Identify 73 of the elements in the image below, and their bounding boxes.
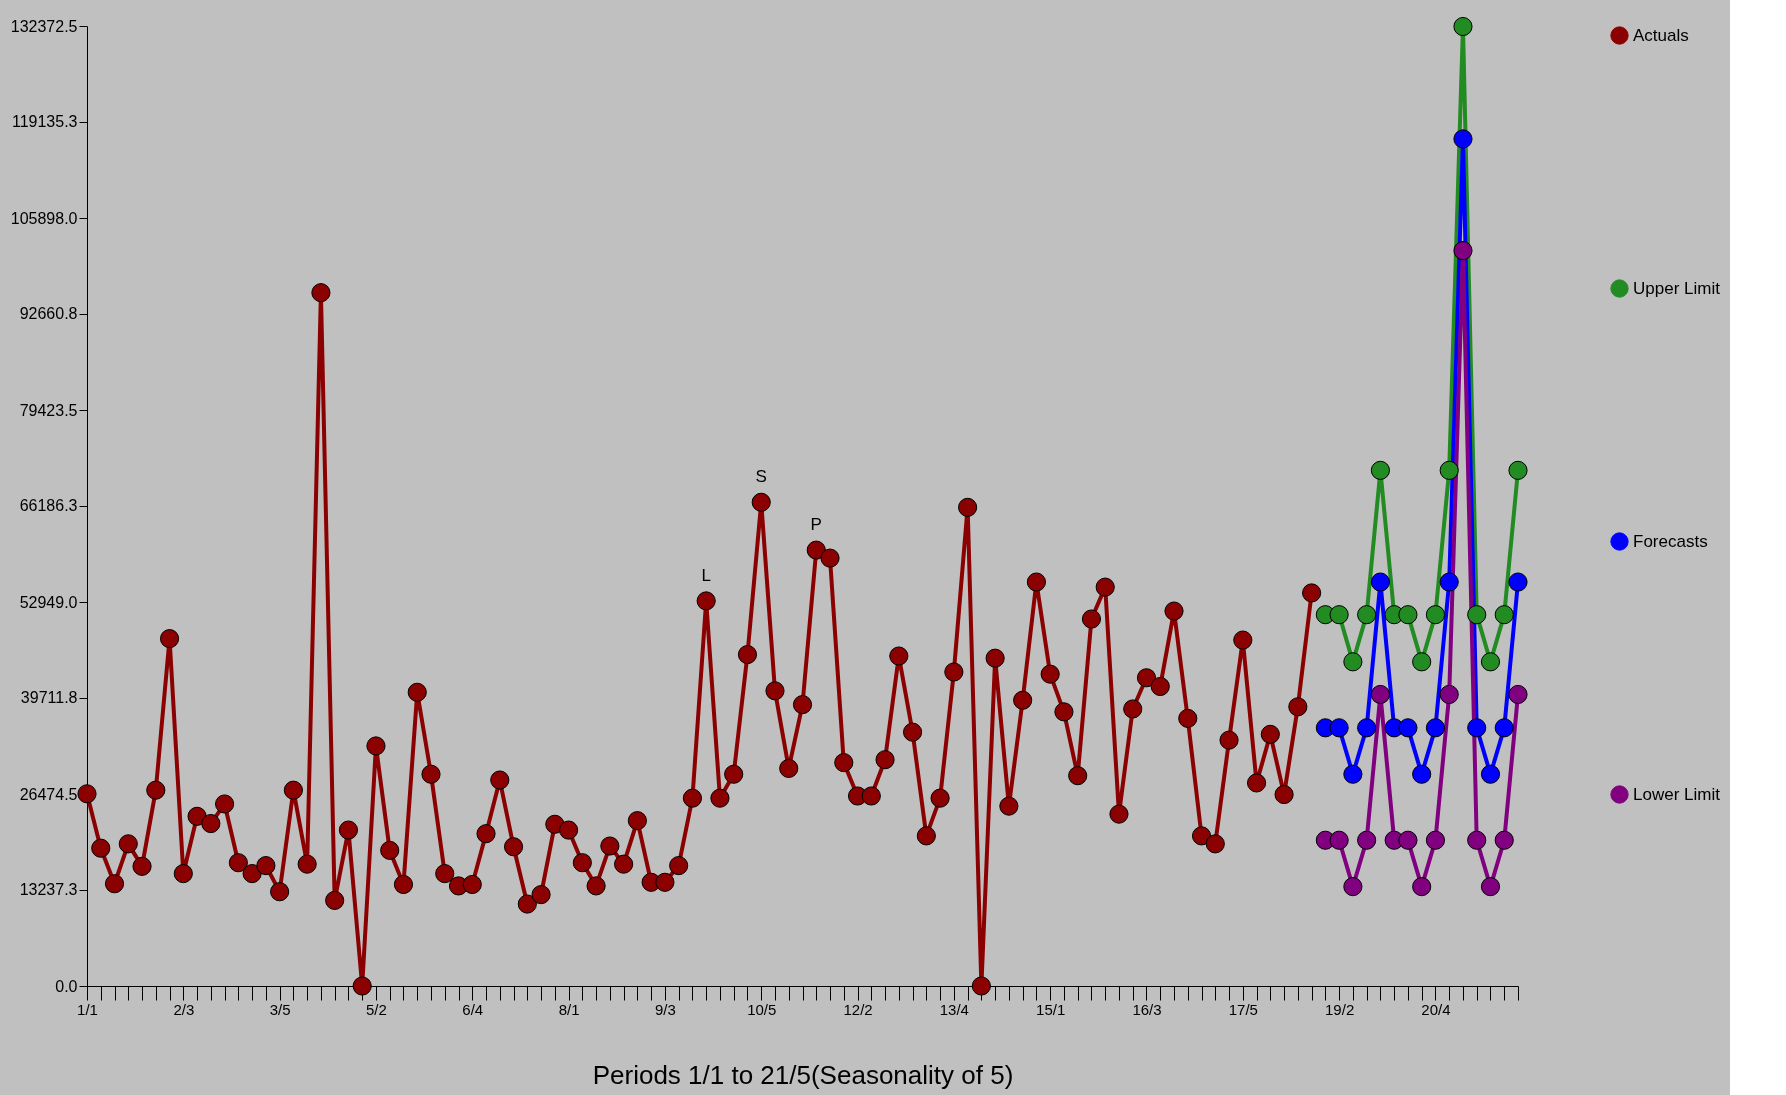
x-tick-label: 17/5: [1228, 1000, 1258, 1018]
x-tick-label: 10/5: [747, 1000, 777, 1018]
point: [1343, 764, 1363, 784]
x-tick-label: 19/2: [1325, 1000, 1355, 1018]
point: [1370, 460, 1390, 480]
legend-label: Actuals: [1633, 25, 1689, 45]
x-tick-label: 13/4: [939, 1000, 969, 1018]
y-tick-label: 79423.5: [19, 401, 78, 419]
point: [1453, 129, 1473, 149]
point: [1467, 830, 1487, 850]
point: [1412, 652, 1432, 672]
point: [1480, 877, 1501, 897]
legend-label: Upper Limit: [1633, 278, 1721, 298]
point: [1425, 830, 1446, 850]
annotation: L: [701, 565, 711, 585]
y-tick-label: 132372.5: [10, 17, 78, 35]
x-axis-title: Periods 1/1 to 21/5(Seasonality of 5): [592, 1059, 1014, 1090]
x-tick-label: 15/1: [1036, 1000, 1066, 1018]
point: [1467, 718, 1487, 738]
point: [1508, 684, 1528, 705]
y-tick-label: 66186.3: [19, 497, 78, 515]
point: [1329, 830, 1349, 850]
x-tick-label: 9/3: [654, 1000, 676, 1018]
point: [1494, 605, 1514, 625]
y-tick-label: 105898.0: [10, 209, 78, 227]
point: [1494, 718, 1514, 738]
annotation: S: [755, 467, 767, 487]
point: [1439, 684, 1459, 705]
point: [1508, 460, 1528, 480]
point: [1343, 652, 1363, 672]
point: [1480, 652, 1501, 672]
y-tick-label: 0.0: [55, 977, 78, 995]
point: [1343, 877, 1363, 897]
point: [1467, 605, 1487, 625]
y-tick-label: 13237.3: [19, 881, 78, 899]
point: [1398, 830, 1418, 850]
x-tick-label: 16/3: [1132, 1000, 1162, 1018]
x-tick-label: 8/1: [558, 1000, 580, 1018]
point: [1412, 764, 1432, 784]
x-tick-label: 20/4: [1421, 1000, 1451, 1018]
point: [1370, 572, 1390, 592]
point: [1412, 877, 1432, 897]
x-tick-label: 2/3: [173, 1000, 195, 1018]
legend-label: Lower Limit: [1633, 784, 1721, 804]
point: [1439, 572, 1459, 592]
y-tick-label: 39711.8: [20, 689, 78, 707]
point: [1425, 605, 1446, 625]
annotation: P: [810, 515, 822, 535]
x-tick-label: 12/2: [843, 1000, 873, 1018]
y-tick-label: 52949.0: [19, 593, 78, 611]
x-tick-label: 6/4: [462, 1000, 484, 1018]
point: [1370, 684, 1390, 705]
point: [1329, 718, 1349, 738]
x-tick-label: 1/1: [77, 1000, 98, 1018]
point: [1480, 764, 1501, 784]
point: [1425, 718, 1446, 738]
point: [1453, 16, 1473, 37]
y-tick-label: 92660.8: [19, 305, 78, 323]
y-tick-label: 119135.3: [11, 113, 78, 131]
x-tick-label: 5/2: [366, 1000, 387, 1018]
point: [1329, 605, 1349, 625]
y-tick-label: 26474.5: [19, 785, 78, 803]
point: [1508, 572, 1528, 592]
point: [1357, 830, 1377, 850]
point: [1453, 241, 1473, 261]
point: [1398, 605, 1418, 625]
point: [1357, 718, 1377, 738]
legend-label: Forecasts: [1633, 531, 1708, 551]
point: [1439, 460, 1459, 480]
x-tick-label: 3/5: [269, 1000, 291, 1018]
point: [1357, 605, 1377, 625]
point: [1494, 830, 1514, 850]
point: [1398, 718, 1418, 738]
